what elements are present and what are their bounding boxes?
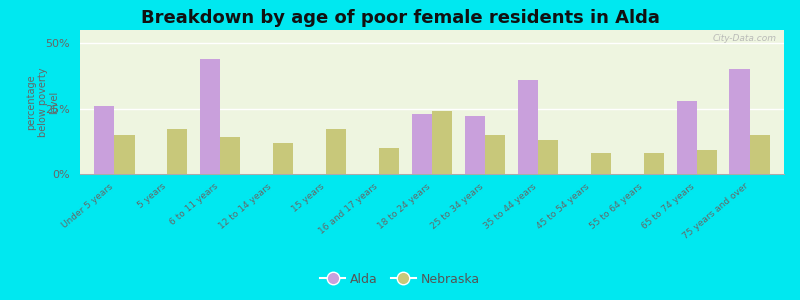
Bar bbox=[485, 135, 505, 174]
Text: Breakdown by age of poor female residents in Alda: Breakdown by age of poor female resident… bbox=[141, 9, 659, 27]
Bar bbox=[697, 150, 717, 174]
Y-axis label: percentage
below poverty
level: percentage below poverty level bbox=[26, 67, 59, 137]
Bar bbox=[274, 142, 294, 174]
Bar bbox=[432, 111, 452, 174]
Bar bbox=[590, 153, 611, 174]
Bar bbox=[677, 101, 697, 174]
Bar bbox=[730, 69, 750, 174]
Bar bbox=[167, 130, 187, 174]
Bar bbox=[94, 106, 114, 174]
Bar bbox=[379, 148, 399, 174]
Bar bbox=[200, 59, 220, 174]
Bar bbox=[412, 114, 432, 174]
Legend: Alda, Nebraska: Alda, Nebraska bbox=[315, 268, 485, 291]
Bar bbox=[114, 135, 134, 174]
Text: City-Data.com: City-Data.com bbox=[713, 34, 777, 43]
Bar bbox=[518, 80, 538, 174]
Bar bbox=[465, 116, 485, 174]
Bar bbox=[644, 153, 664, 174]
Bar bbox=[220, 137, 240, 174]
Bar bbox=[326, 130, 346, 174]
Bar bbox=[538, 140, 558, 174]
Bar bbox=[750, 135, 770, 174]
